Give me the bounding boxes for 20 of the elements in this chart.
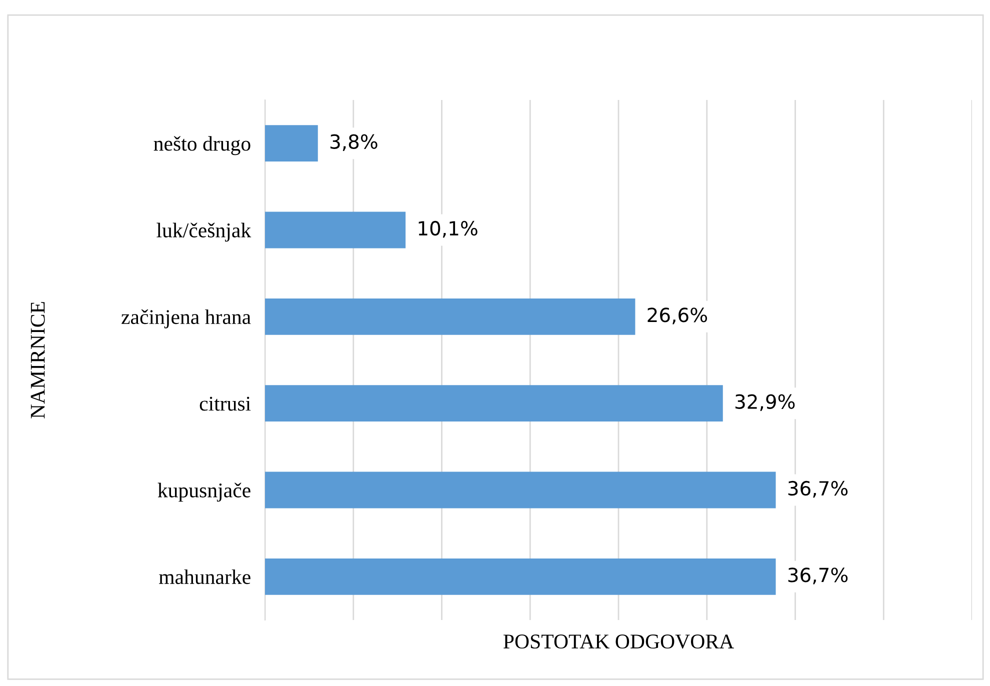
data-label: 36,7% xyxy=(788,480,848,498)
bar xyxy=(265,125,318,162)
bar xyxy=(265,298,636,335)
data-label: 10,1% xyxy=(418,220,478,238)
data-label: 36,7% xyxy=(788,568,848,584)
y-tick-label: kupusnjače xyxy=(158,482,250,502)
bar xyxy=(265,212,406,248)
data-label: 3,8% xyxy=(330,134,378,151)
x-axis-title: POSTOTAK ODGOVORA xyxy=(504,634,734,649)
y-axis-title: NAMIRNICE xyxy=(30,302,45,418)
y-tick-label: mahunarke xyxy=(158,569,250,584)
data-label: 26,6% xyxy=(648,308,708,324)
y-tick-label: začinjena hrana xyxy=(122,309,251,328)
bar xyxy=(265,385,723,422)
data-label: 32,9% xyxy=(735,394,795,411)
bar xyxy=(265,472,776,508)
y-tick-label: citrusi xyxy=(200,396,251,411)
bar xyxy=(265,558,776,595)
y-tick-label: nešto drugo xyxy=(154,136,250,156)
y-tick-label: luk/češnjak xyxy=(156,222,252,242)
